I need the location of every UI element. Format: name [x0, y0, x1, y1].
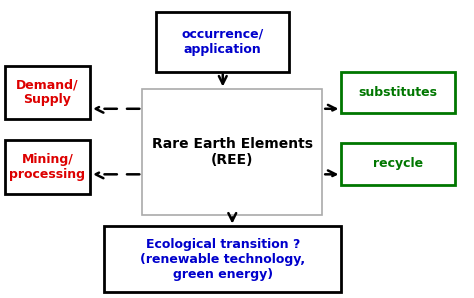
Text: Mining/
processing: Mining/ processing	[9, 153, 85, 181]
FancyBboxPatch shape	[5, 140, 90, 194]
Text: Rare Earth Elements
(REE): Rare Earth Elements (REE)	[152, 137, 313, 167]
FancyBboxPatch shape	[341, 72, 455, 113]
Text: substitutes: substitutes	[359, 86, 438, 99]
FancyBboxPatch shape	[156, 12, 289, 72]
FancyBboxPatch shape	[5, 66, 90, 119]
Text: recycle: recycle	[373, 157, 423, 170]
Text: occurrence/
application: occurrence/ application	[182, 28, 264, 56]
Text: Ecological transition ?
(renewable technology,
green energy): Ecological transition ? (renewable techn…	[140, 238, 305, 281]
FancyBboxPatch shape	[104, 226, 341, 292]
Text: Demand/
Supply: Demand/ Supply	[16, 78, 79, 106]
FancyBboxPatch shape	[142, 89, 322, 215]
FancyBboxPatch shape	[341, 143, 455, 185]
